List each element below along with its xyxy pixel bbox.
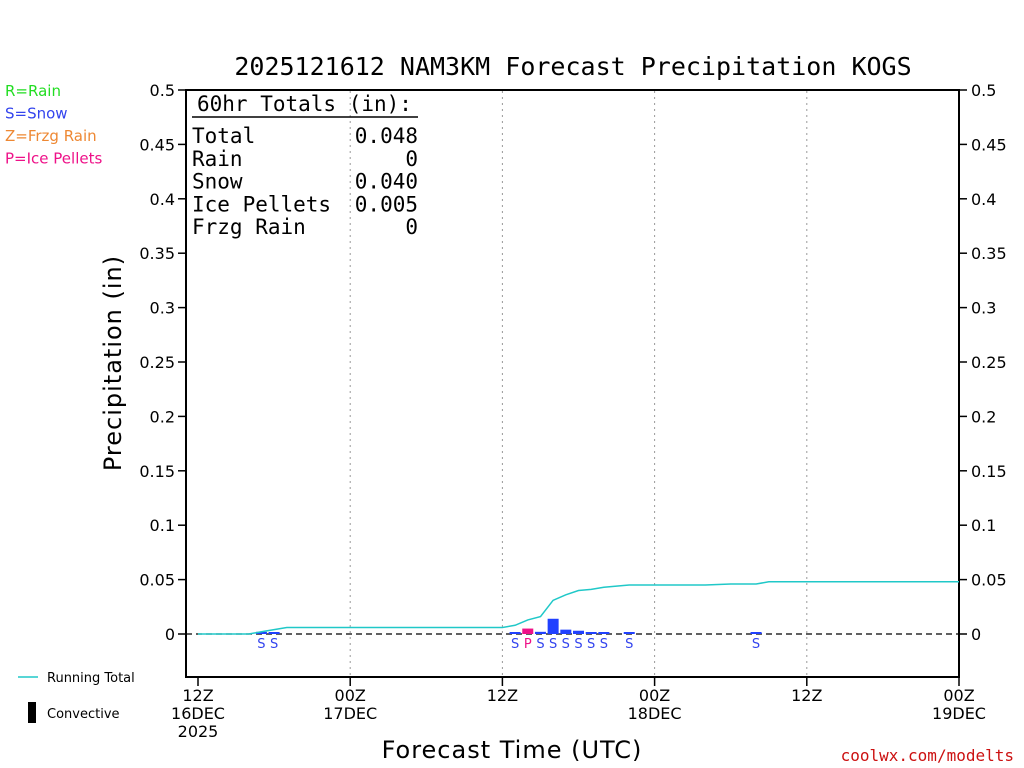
precip-type-marker: S <box>600 637 608 652</box>
totals-row-label: Ice Pellets <box>192 192 331 216</box>
chart-title: 2025121612 NAM3KM Forecast Precipitation… <box>234 52 911 81</box>
y-tick-label-right: 0.45 <box>971 135 1007 154</box>
y-tick-label-right: 0.2 <box>971 407 996 426</box>
precip-type-marker: S <box>562 637 570 652</box>
x-tick-label: 00Z <box>335 686 366 705</box>
x-tick-label: 12Z <box>182 686 213 705</box>
ptype-legend-s: S=Snow <box>5 105 68 123</box>
totals-header: 60hr Totals (in): <box>197 92 412 116</box>
ptype-legend-r: R=Rain <box>5 82 61 100</box>
totals-row-label: Snow <box>192 170 243 194</box>
precip-bar <box>623 632 635 634</box>
precip-bar <box>547 618 559 634</box>
totals-row-label: Rain <box>192 147 243 171</box>
totals-box: 60hr Totals (in): Total 0.048 Rain 0 Snow 0.0… <box>192 92 418 239</box>
x-tick-label: 12Z <box>791 686 822 705</box>
y-tick-label-right: 0.3 <box>971 299 996 318</box>
y-tick-label-left: 0.4 <box>150 190 175 209</box>
running-total-legend-label: Running Total <box>47 671 135 686</box>
y-tick-label-right: 0.35 <box>971 244 1007 263</box>
y-tick-label-right: 0.05 <box>971 571 1007 590</box>
x-tick-label: 19DEC <box>932 704 986 723</box>
x-tick-label: 2025 <box>178 722 219 741</box>
precip-type-marker: S <box>536 637 544 652</box>
plot-frame <box>185 89 960 678</box>
x-tick-label: 17DEC <box>323 704 377 723</box>
y-tick-label-left: 0.45 <box>139 135 175 154</box>
y-tick-label-right: 0.5 <box>971 81 996 100</box>
y-tick-label-left: 0.5 <box>150 81 175 100</box>
credit-text: coolwx.com/modelts <box>841 746 1014 765</box>
precip-bar <box>750 632 762 634</box>
precip-type-marker: S <box>257 637 265 652</box>
precip-bar <box>255 631 267 634</box>
x-tick-label: 18DEC <box>628 704 682 723</box>
y-tick-label-right: 0.1 <box>971 516 996 535</box>
precip-type-marker: P <box>524 637 532 652</box>
y-tick-label-left: 0.25 <box>139 353 175 372</box>
y-tick-label-left: 0.2 <box>150 407 175 426</box>
x-tick-label: 16DEC <box>171 704 225 723</box>
totals-row-value: 0.048 <box>355 124 418 148</box>
precip-type-marker: S <box>752 637 760 652</box>
running-total-line <box>198 581 959 635</box>
precip-type-marker: S <box>574 637 582 652</box>
precip-type-legend: R=Rain S=Snow Z=Frzg Rain P=Ice Pellets <box>5 82 102 168</box>
convective-legend-swatch <box>28 702 36 723</box>
precip-bar <box>585 632 597 634</box>
y-axis-ticks: 0 0 0.05 0.05 0.1 0.1 0.15 0.15 0.2 0.2 0.25 0.25 0.… <box>139 81 1006 644</box>
precip-bar <box>573 630 584 634</box>
convective-legend-label: Convective <box>47 707 120 722</box>
precip-type-marker: S <box>587 637 595 652</box>
y-tick-label-left: 0.15 <box>139 462 175 481</box>
totals-row-value: 0 <box>405 147 418 171</box>
y-tick-label-left: 0.3 <box>150 299 175 318</box>
ptype-legend-p: P=Ice Pellets <box>5 150 102 168</box>
precip-bar <box>534 631 546 634</box>
y-tick-label-right: 0.4 <box>971 190 996 209</box>
y-tick-label-left: 0.1 <box>150 516 175 535</box>
x-tick-label: 00Z <box>943 686 974 705</box>
y-tick-label-left: 0.05 <box>139 571 175 590</box>
series-legend: Running Total Convective <box>18 671 135 723</box>
totals-row-label: Total <box>192 124 255 148</box>
totals-row-value: 0.005 <box>355 192 418 216</box>
y-tick-label-left: 0 <box>165 625 175 644</box>
precip-type-marker: S <box>270 637 278 652</box>
y-axis-label: Precipitation (in) <box>99 255 127 471</box>
totals-row-value: 0 <box>405 215 418 239</box>
precip-bar <box>268 632 280 634</box>
x-tick-label: 12Z <box>487 686 518 705</box>
precip-bar <box>522 628 534 634</box>
y-tick-label-right: 0 <box>971 625 981 644</box>
precip-type-marker: S <box>549 637 557 652</box>
x-tick-label: 00Z <box>639 686 670 705</box>
y-tick-label-right: 0.15 <box>971 462 1007 481</box>
y-tick-label-left: 0.35 <box>139 244 175 263</box>
vertical-gridlines <box>349 91 808 676</box>
x-axis-label: Forecast Time (UTC) <box>382 736 643 764</box>
ptype-legend-z: Z=Frzg Rain <box>5 127 97 145</box>
precip-bar <box>509 632 521 634</box>
precip-bar <box>560 629 572 634</box>
totals-row-label: Frzg Rain <box>192 215 306 239</box>
precip-type-marker: S <box>625 637 633 652</box>
totals-row-value: 0.040 <box>355 170 418 194</box>
precip-bar <box>598 632 610 634</box>
y-tick-label-right: 0.25 <box>971 353 1007 372</box>
precip-type-marker: S <box>511 637 519 652</box>
precip-bars <box>255 618 762 634</box>
